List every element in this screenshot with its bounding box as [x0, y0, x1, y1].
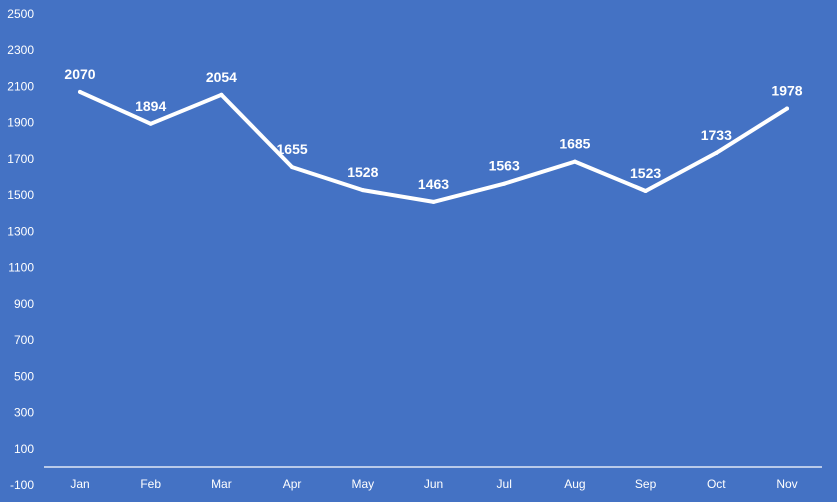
data-point — [431, 199, 436, 204]
x-tick-label: Apr — [283, 477, 302, 491]
x-tick-label: May — [351, 477, 374, 491]
data-point — [502, 181, 507, 186]
data-point — [290, 165, 295, 170]
drop-lines — [79, 91, 788, 459]
data-point — [643, 188, 648, 193]
data-label: 1655 — [277, 141, 308, 157]
y-tick-label: 900 — [14, 297, 34, 311]
data-labels: 2070 1894 2054 1655 1528 1463 1563 1685 1523 1733… — [64, 66, 803, 204]
x-tick-label: Jan — [70, 477, 89, 491]
data-point — [78, 89, 82, 94]
data-label: 1528 — [347, 164, 378, 180]
data-label: 1523 — [630, 165, 661, 181]
data-point — [148, 121, 153, 126]
data-label: 2054 — [206, 69, 237, 85]
y-axis: -100 100 300 500 700 900 1100 1300 1500 1700 1900 2… — [7, 7, 34, 492]
data-point — [785, 106, 789, 111]
data-label: 1978 — [771, 83, 802, 99]
x-tick-label: Jun — [424, 477, 443, 491]
y-tick-label: 1900 — [7, 116, 34, 130]
y-tick-label: 1500 — [7, 188, 34, 202]
y-tick-label: 1700 — [7, 152, 34, 166]
data-point — [714, 150, 719, 155]
y-tick-label: -100 — [10, 478, 34, 492]
x-tick-label: Sep — [635, 477, 657, 491]
data-label: 1733 — [701, 127, 732, 143]
y-tick-label: 500 — [14, 369, 34, 383]
x-tick-label: Oct — [707, 477, 726, 491]
y-tick-label: 2100 — [7, 79, 34, 93]
x-tick-label: Jul — [497, 477, 512, 491]
y-tick-label: 700 — [14, 333, 34, 347]
data-label: 1563 — [489, 158, 520, 174]
x-tick-label: Nov — [776, 477, 797, 491]
x-tick-label: Aug — [564, 477, 585, 491]
data-label: 1894 — [135, 98, 166, 114]
data-label: 2070 — [64, 66, 95, 82]
y-tick-label: 2300 — [7, 43, 34, 57]
y-tick-label: 300 — [14, 406, 34, 420]
data-point — [219, 92, 224, 97]
y-tick-label: 100 — [14, 442, 34, 456]
data-label: 1463 — [418, 176, 449, 192]
y-tick-label: 1100 — [8, 261, 34, 275]
data-point — [572, 159, 577, 164]
x-axis: Jan Feb Mar Apr May Jun Jul Aug Sep Oct Nov — [70, 477, 797, 491]
x-tick-label: Feb — [140, 477, 161, 491]
data-label: 1685 — [559, 136, 590, 152]
x-tick-label: Mar — [211, 477, 232, 491]
data-point — [360, 188, 365, 193]
y-tick-label: 1300 — [7, 224, 34, 238]
y-tick-label: 2500 — [7, 7, 34, 21]
